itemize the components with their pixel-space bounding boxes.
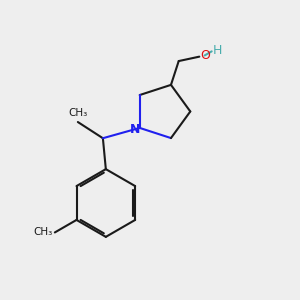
Text: CH₃: CH₃	[68, 109, 88, 118]
Text: H: H	[213, 44, 222, 57]
Text: N: N	[130, 123, 140, 136]
Text: O: O	[200, 49, 210, 62]
Text: CH₃: CH₃	[33, 227, 52, 237]
